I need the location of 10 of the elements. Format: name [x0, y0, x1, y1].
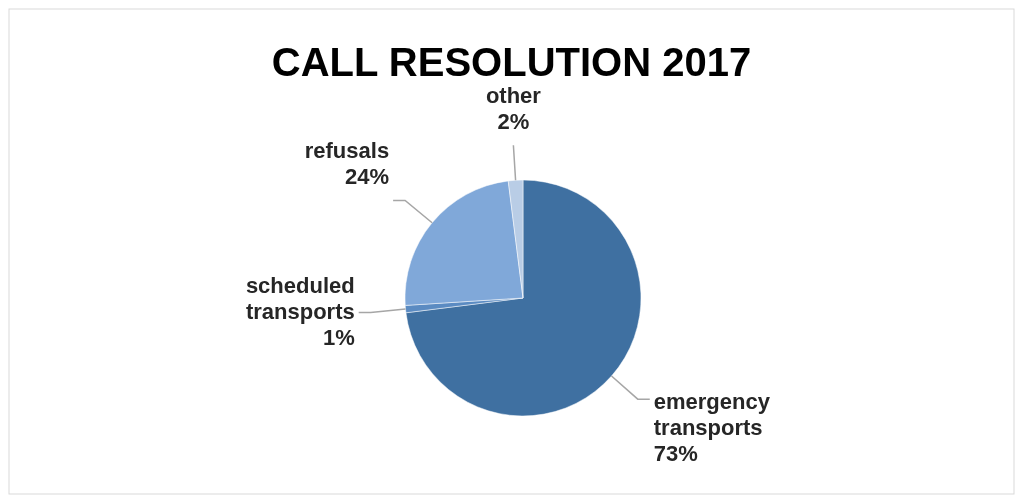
chart-title: CALL RESOLUTION 2017 — [271, 40, 752, 84]
data-label: 24% — [345, 164, 390, 190]
slice-label: other — [485, 83, 542, 109]
slice-label: emergency transports — [653, 389, 771, 441]
data-label: 2% — [497, 109, 530, 135]
data-label: 73% — [653, 441, 698, 467]
data-label: 1% — [322, 325, 355, 351]
slice-label: scheduled transports — [245, 273, 355, 325]
pie-slice — [405, 179, 642, 417]
slice-label: refusals — [304, 138, 390, 164]
